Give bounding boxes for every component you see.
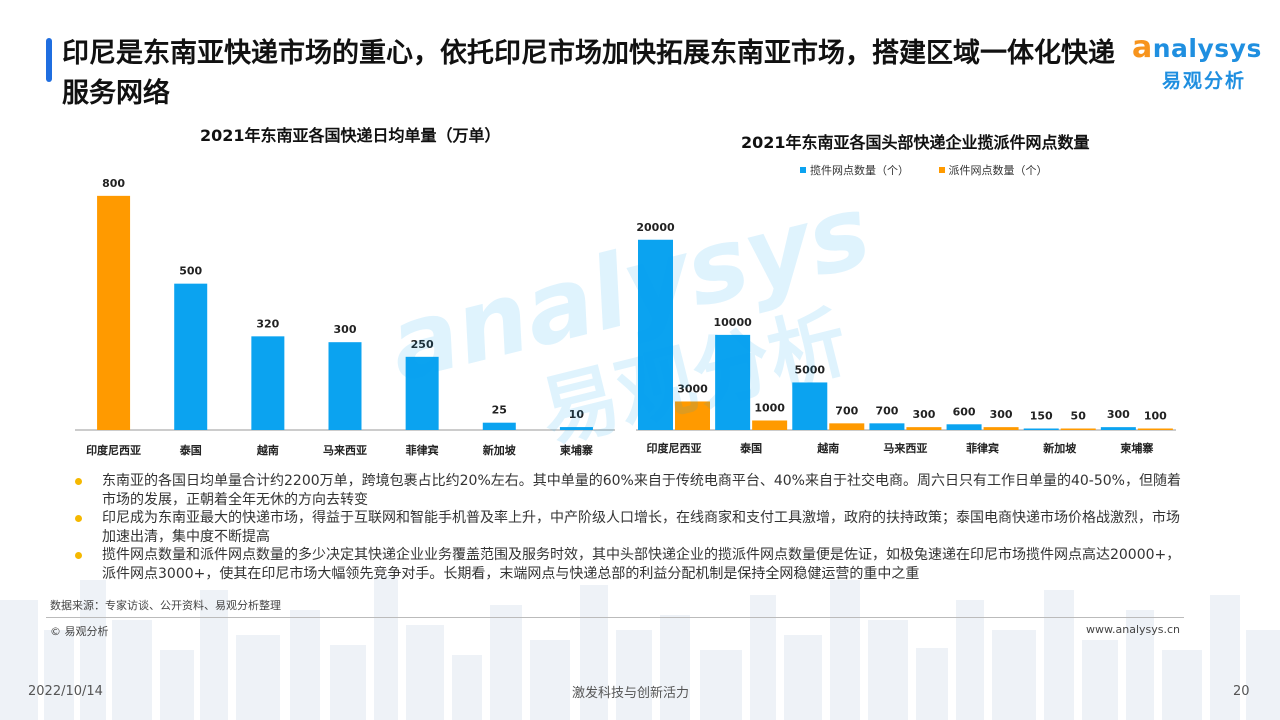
data-label: 20000: [636, 221, 675, 234]
footer-divider: [46, 617, 1184, 618]
data-label: 5000: [794, 363, 825, 376]
data-label: 150: [1030, 410, 1053, 423]
data-label: 800: [102, 177, 125, 190]
x-tick-label: 马来西亚: [323, 443, 367, 457]
analysys-logo: analysys 易观分析: [1132, 30, 1262, 96]
logo-chinese: 易观分析: [1162, 70, 1247, 92]
x-tick-label: 泰国: [739, 441, 762, 455]
data-label: 300: [990, 408, 1013, 421]
x-tick-label: 马来西亚: [883, 441, 927, 455]
data-label: 600: [953, 405, 976, 418]
daily-volume-chart: 800 印度尼西亚 500 泰国 320 越南 300 马来西亚 250 菲律宾 25 新加坡 10 柬埔…: [75, 177, 615, 457]
data-label: 700: [875, 404, 898, 417]
bar-新加坡: [482, 422, 516, 430]
pickup-bar-越南: [792, 382, 828, 430]
data-label: 1000: [754, 401, 785, 414]
report-date: 2022/10/14: [28, 684, 103, 699]
data-label: 500: [179, 265, 202, 278]
delivery-bar-菲律宾: [983, 427, 1019, 430]
x-tick-label: 印度尼西亚: [86, 443, 141, 457]
bar-柬埔寨: [559, 427, 593, 430]
skyline-background: [0, 575, 1280, 720]
x-tick-label: 柬埔寨: [1120, 441, 1153, 455]
title-accent-bar: [46, 38, 52, 82]
x-tick-label: 新加坡: [483, 443, 517, 457]
pickup-bar-印度尼西亚: [638, 239, 673, 430]
pickup-bar-泰国: [715, 334, 751, 430]
data-label: 300: [912, 408, 935, 421]
bar-泰国: [174, 283, 208, 430]
insight-bullets: 东南亚的各国日均单量合计约2200万单，跨境包裹占比约20%左右。其中单量的60…: [74, 472, 1184, 583]
pickup-bar-柬埔寨: [1100, 427, 1136, 430]
pickup-bar-新加坡: [1023, 428, 1059, 430]
outlet-count-chart: 20000 3000 印度尼西亚 10000 1000 泰国 5000 700 越南 700 300…: [636, 221, 1176, 455]
data-label: 10: [569, 408, 585, 421]
footer-slogan: 激发科技与创新活力: [572, 686, 690, 701]
pickup-bar-马来西亚: [869, 423, 905, 430]
page-title: 印尼是东南亚快递市场的重心，依托印尼市场加快拓展东南亚市场，搭建区域一体化快递服…: [62, 38, 1115, 109]
data-label: 250: [411, 338, 434, 351]
data-label: 25: [492, 404, 507, 417]
x-tick-label: 菲律宾: [406, 443, 439, 457]
delivery-bar-印度尼西亚: [675, 401, 710, 430]
chart1-title: 2021年东南亚各国快递日均单量（万单）: [200, 126, 501, 145]
legend-item-pickup: 揽件网点数量（个）: [800, 162, 909, 178]
x-tick-label: 越南: [256, 443, 279, 457]
data-label: 3000: [677, 382, 708, 395]
data-label: 300: [334, 323, 357, 336]
chart2-legend: 揽件网点数量（个） 派件网点数量（个）: [800, 162, 1074, 178]
data-label: 100: [1144, 410, 1167, 423]
data-source-note: 数据来源：专家访谈、公开资料、易观分析整理: [50, 599, 281, 612]
pickup-bar-菲律宾: [946, 424, 982, 430]
bullet-item: 印尼成为东南亚最大的快递市场，得益于互联网和智能手机普及率上升，中产阶级人口增长…: [74, 509, 1184, 546]
delivery-bar-泰国: [752, 420, 788, 430]
delivery-bar-柬埔寨: [1137, 428, 1173, 430]
page-number: 20: [1233, 684, 1250, 699]
x-tick-label: 泰国: [179, 443, 202, 457]
data-label: 50: [1071, 410, 1087, 423]
data-label: 300: [1107, 408, 1130, 421]
chart2-title: 2021年东南亚各国头部快递企业揽派件网点数量: [741, 133, 1090, 152]
delivery-bar-马来西亚: [906, 427, 942, 430]
data-label: 700: [835, 404, 858, 417]
bullet-item: 揽件网点数量和派件网点数量的多少决定其快递企业业务覆盖范围及服务时效，其中头部快…: [74, 546, 1184, 583]
logo-english: analysys: [1132, 30, 1262, 65]
delivery-bar-越南: [829, 423, 865, 430]
legend-label-delivery: 派件网点数量（个）: [948, 164, 1048, 177]
x-tick-label: 越南: [816, 441, 839, 455]
bar-马来西亚: [328, 342, 362, 430]
website-link[interactable]: www.analysys.cn: [1086, 623, 1180, 636]
legend-swatch-pickup: [800, 167, 806, 173]
data-label: 320: [256, 317, 279, 330]
x-tick-label: 印度尼西亚: [647, 441, 702, 455]
x-tick-label: 柬埔寨: [560, 443, 593, 457]
legend-item-delivery: 派件网点数量（个）: [938, 162, 1048, 178]
legend-swatch-delivery: [938, 167, 945, 173]
bar-菲律宾: [405, 356, 439, 430]
copyright-text: © 易观分析: [50, 625, 109, 638]
bar-越南: [251, 336, 285, 430]
bar-印度尼西亚: [97, 195, 131, 430]
x-tick-label: 菲律宾: [966, 441, 999, 455]
data-label: 10000: [714, 316, 753, 329]
bullet-item: 东南亚的各国日均单量合计约2200万单，跨境包裹占比约20%左右。其中单量的60…: [74, 472, 1184, 509]
delivery-bar-新加坡: [1060, 428, 1096, 430]
legend-label-pickup: 揽件网点数量（个）: [810, 164, 909, 177]
x-tick-label: 新加坡: [1043, 441, 1077, 455]
